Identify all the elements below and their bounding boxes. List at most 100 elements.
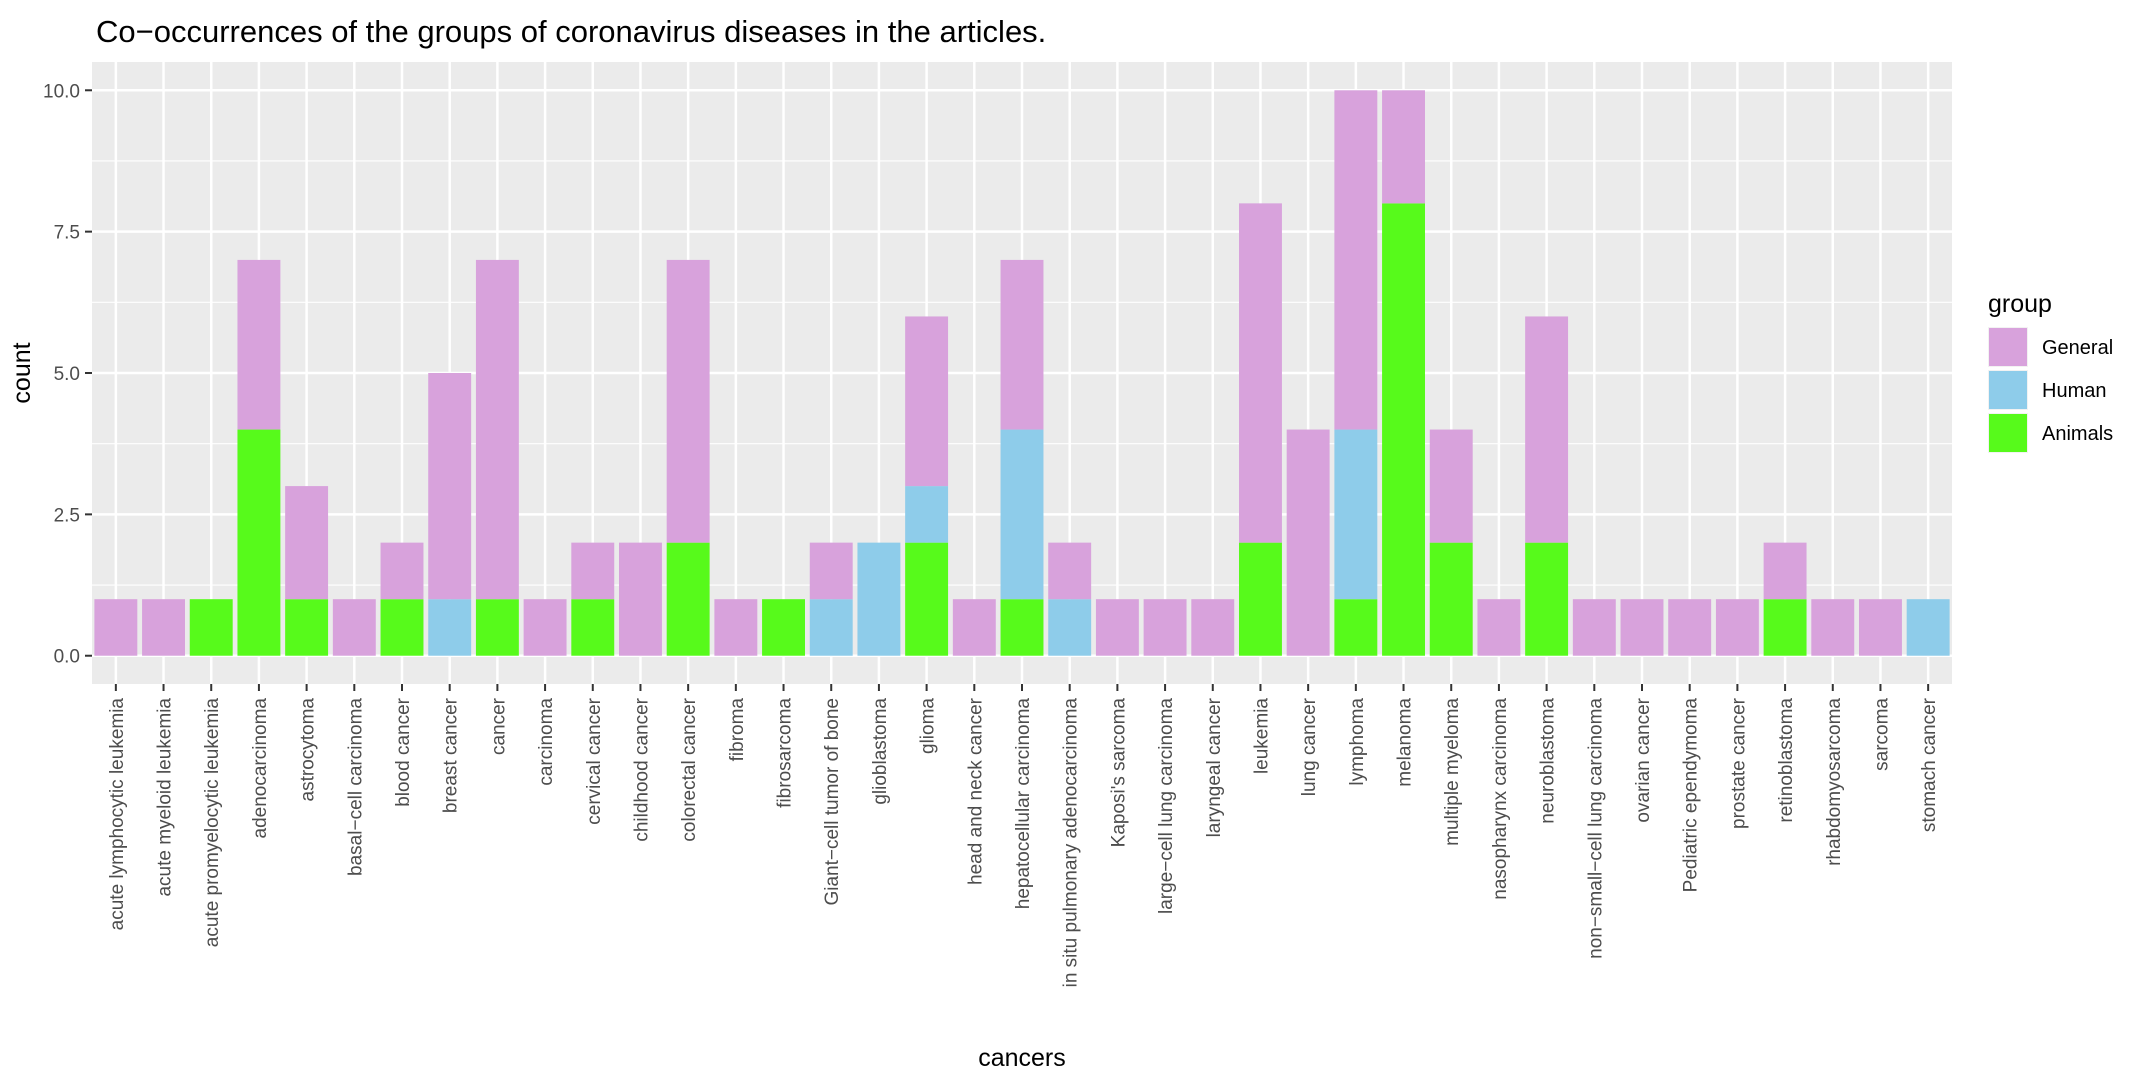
- x-tick-label: hepatocellular carcinoma: [1013, 698, 1034, 910]
- bar-segment-general: [1620, 599, 1664, 656]
- x-tick-label: childhood cancer: [631, 697, 652, 841]
- x-tick-label: cervical cancer: [584, 697, 605, 824]
- bar-segment-animals: [571, 599, 615, 656]
- x-tick-label: colorectal cancer: [679, 697, 700, 841]
- x-tick-label: fibroma: [727, 698, 748, 762]
- x-tick-label: melanoma: [1395, 698, 1416, 787]
- bar-segment-general: [1715, 599, 1759, 656]
- x-tick-label: multiple myeloma: [1442, 698, 1463, 846]
- bar-segment-general: [1000, 259, 1044, 430]
- x-tick-label: stomach cancer: [1919, 697, 1940, 832]
- y-tick-label: 5.0: [54, 364, 80, 385]
- bar-segment-general: [428, 373, 472, 600]
- y-tick-label: 7.5: [54, 223, 80, 244]
- bar-segment-human: [1000, 429, 1044, 600]
- legend-swatch-human: [1989, 371, 2027, 409]
- bar-segment-animals: [237, 429, 281, 656]
- x-tick-label: lymphoma: [1347, 698, 1368, 786]
- x-tick-label: nasopharynx carcinoma: [1490, 698, 1511, 900]
- x-tick-label: Pediatric ependymoma: [1681, 698, 1702, 893]
- bar-segment-general: [1095, 599, 1139, 656]
- bars: [94, 90, 1950, 656]
- bar-segment-animals: [285, 599, 329, 656]
- legend: group General Human Animals: [1988, 290, 2113, 453]
- bar-segment-general: [905, 316, 949, 487]
- bar-segment-general: [1811, 599, 1855, 656]
- x-tick-label: astrocytoma: [298, 698, 319, 802]
- x-tick-label: basal−cell carcinoma: [345, 698, 366, 876]
- bar-segment-general: [1143, 599, 1187, 656]
- legend-title: group: [1988, 290, 2052, 318]
- bar-segment-animals: [1763, 599, 1807, 656]
- bar-segment-general: [523, 599, 567, 656]
- bar-segment-human: [1048, 599, 1092, 656]
- bar-segment-general: [1429, 429, 1473, 543]
- bar-segment-general: [809, 542, 853, 600]
- bar-segment-general: [1239, 203, 1282, 543]
- bar-segment-animals: [666, 542, 710, 656]
- x-tick-label: neuroblastoma: [1538, 698, 1559, 824]
- bar-segment-general: [1048, 542, 1092, 600]
- bar-segment-animals: [1429, 542, 1473, 656]
- x-tick-label: sarcoma: [1871, 698, 1892, 771]
- x-tick-label: breast cancer: [441, 697, 462, 813]
- x-tick-label: acute lymphocytic leukemia: [107, 698, 128, 931]
- x-tick-label: Kaposi's sarcoma: [1108, 698, 1129, 848]
- bar-segment-general: [332, 599, 376, 656]
- x-tick-label: ovarian cancer: [1633, 697, 1654, 822]
- legend-label-animals: Animals: [2042, 423, 2113, 445]
- legend-label-human: Human: [2042, 380, 2106, 402]
- bar-segment-general: [952, 599, 996, 656]
- bar-segment-general: [1477, 599, 1521, 656]
- bar-segment-animals: [1334, 599, 1378, 656]
- bar-segment-general: [285, 486, 329, 600]
- bar-segment-general: [237, 259, 281, 430]
- bar-segment-general: [1334, 90, 1378, 430]
- x-tick-label: carcinoma: [536, 698, 557, 786]
- y-tick-label: 10.0: [43, 81, 80, 102]
- x-tick-label: head and neck cancer: [965, 697, 986, 885]
- x-axis: acute lymphocytic leukemia acute myeloid …: [107, 684, 1940, 987]
- x-tick-label: retinoblastoma: [1776, 698, 1797, 823]
- x-tick-label: cancer: [488, 697, 509, 755]
- x-tick-label: glioma: [918, 698, 939, 754]
- y-axis-title: count: [8, 342, 36, 403]
- bar-segment-general: [1191, 599, 1235, 656]
- bar-segment-human: [809, 599, 853, 656]
- bar-segment-animals: [189, 599, 233, 656]
- x-tick-label: blood cancer: [393, 697, 414, 806]
- bar-segment-animals: [1000, 599, 1044, 656]
- x-tick-label: fibrosarcoma: [775, 698, 796, 808]
- bar-segment-animals: [1382, 203, 1425, 656]
- bar-segment-human: [857, 542, 901, 656]
- x-axis-title: cancers: [978, 1044, 1066, 1072]
- bar-segment-animals: [380, 599, 424, 656]
- bar-segment-general: [666, 259, 710, 543]
- x-tick-label: acute myeloid leukemia: [155, 698, 176, 897]
- bar-segment-general: [1763, 542, 1807, 600]
- bar-segment-general: [142, 599, 185, 656]
- bar-segment-animals: [762, 599, 805, 656]
- legend-swatch-animals: [1989, 414, 2027, 452]
- bar-segment-general: [1525, 316, 1569, 543]
- x-tick-label: leukemia: [1251, 698, 1272, 774]
- bar-segment-animals: [475, 599, 519, 656]
- chart-title: Co−occurrences of the groups of coronavi…: [96, 14, 1046, 49]
- y-tick-label: 0.0: [54, 647, 80, 668]
- x-tick-label: adenocarcinoma: [250, 698, 271, 839]
- bar-segment-human: [428, 599, 472, 656]
- bar-segment-general: [714, 599, 758, 656]
- bar-segment-general: [1382, 90, 1425, 204]
- bar-segment-general: [1668, 599, 1712, 656]
- bar-segment-general: [380, 542, 424, 600]
- bar-segment-general: [1286, 429, 1330, 656]
- bar-segment-animals: [905, 542, 949, 656]
- bar-segment-general: [571, 542, 615, 600]
- bar-segment-general: [1859, 599, 1902, 656]
- legend-label-general: General: [2042, 337, 2113, 359]
- x-tick-label: large−cell lung carcinoma: [1156, 698, 1177, 914]
- y-tick-label: 2.5: [54, 505, 80, 526]
- y-axis: 0.0 2.5 5.0 7.5 10.0: [43, 81, 92, 668]
- x-tick-label: acute promyelocytic leukemia: [202, 698, 223, 948]
